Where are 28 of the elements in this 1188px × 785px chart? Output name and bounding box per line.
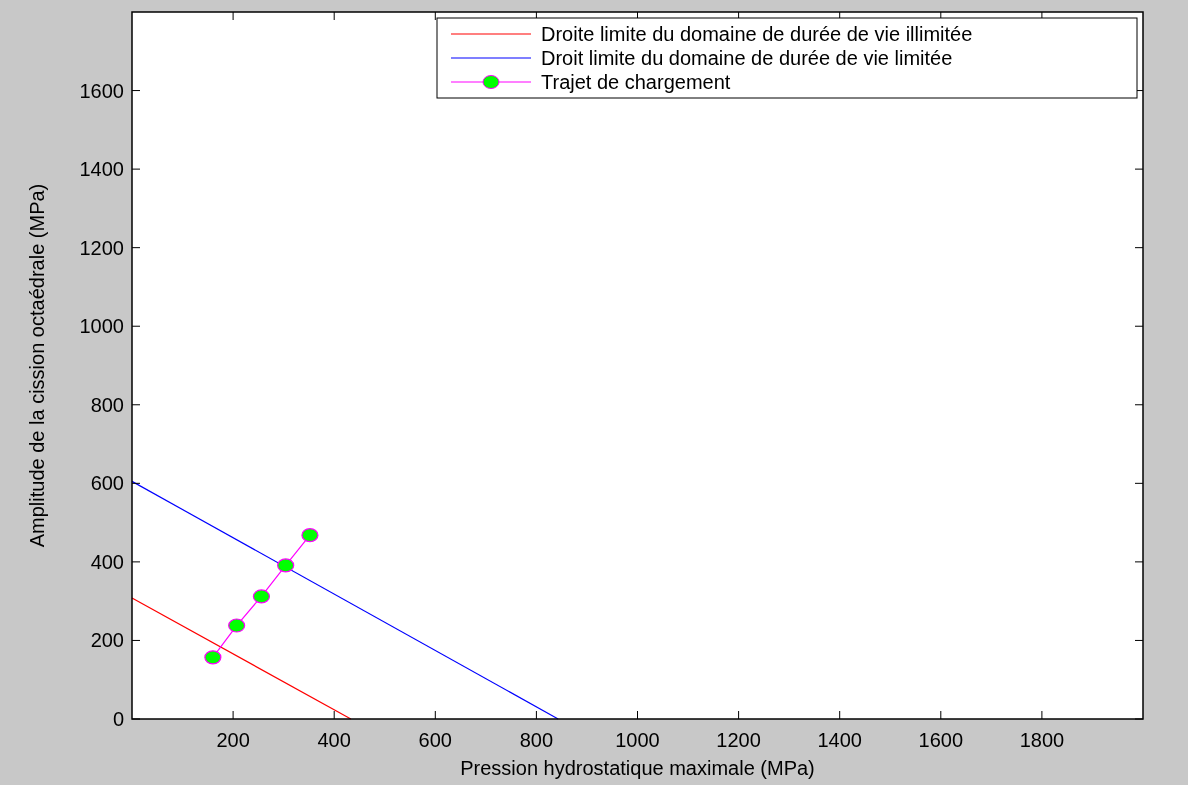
y-tick-label: 0 [112,708,124,730]
y-tick-label: 1600 [79,79,124,102]
x-tick-label: 1800 [1019,729,1065,751]
y-tick-label: 1400 [79,158,124,181]
point [252,589,271,604]
y-tick-label: 200 [90,629,124,652]
y-tick-label: 800 [90,393,124,416]
x-tick-label: 400 [317,729,351,751]
x-tick-label: 1000 [615,729,660,751]
legend-label: Droit limite du domaine de durée de vie limitée [541,47,953,69]
point [204,650,222,665]
point [301,528,319,543]
y-tick-label: 1000 [79,315,124,338]
y-tick-label: 600 [90,472,124,495]
x-tick-label: 1400 [817,729,862,751]
x-axis-title: Pression hydrostatique maximale (MPa) [460,757,815,779]
legend-label: Trajet de chargement [541,71,731,93]
x-tick-label: 1600 [918,729,964,751]
y-axis-title: Amplitude de la cission octaédrale (MPa) [26,183,48,548]
legend-label: Droite limite du domaine de durée de vie illimitée [541,23,973,45]
x-tick-label: 800 [519,729,554,751]
x-tick-label: 600 [418,729,452,751]
x-tick-label: 200 [216,729,250,751]
point [228,618,246,633]
x-tick-label: 1200 [716,729,761,751]
point [277,558,295,573]
y-tick-label: 1200 [79,236,124,259]
y-tick-label: 400 [90,550,124,573]
